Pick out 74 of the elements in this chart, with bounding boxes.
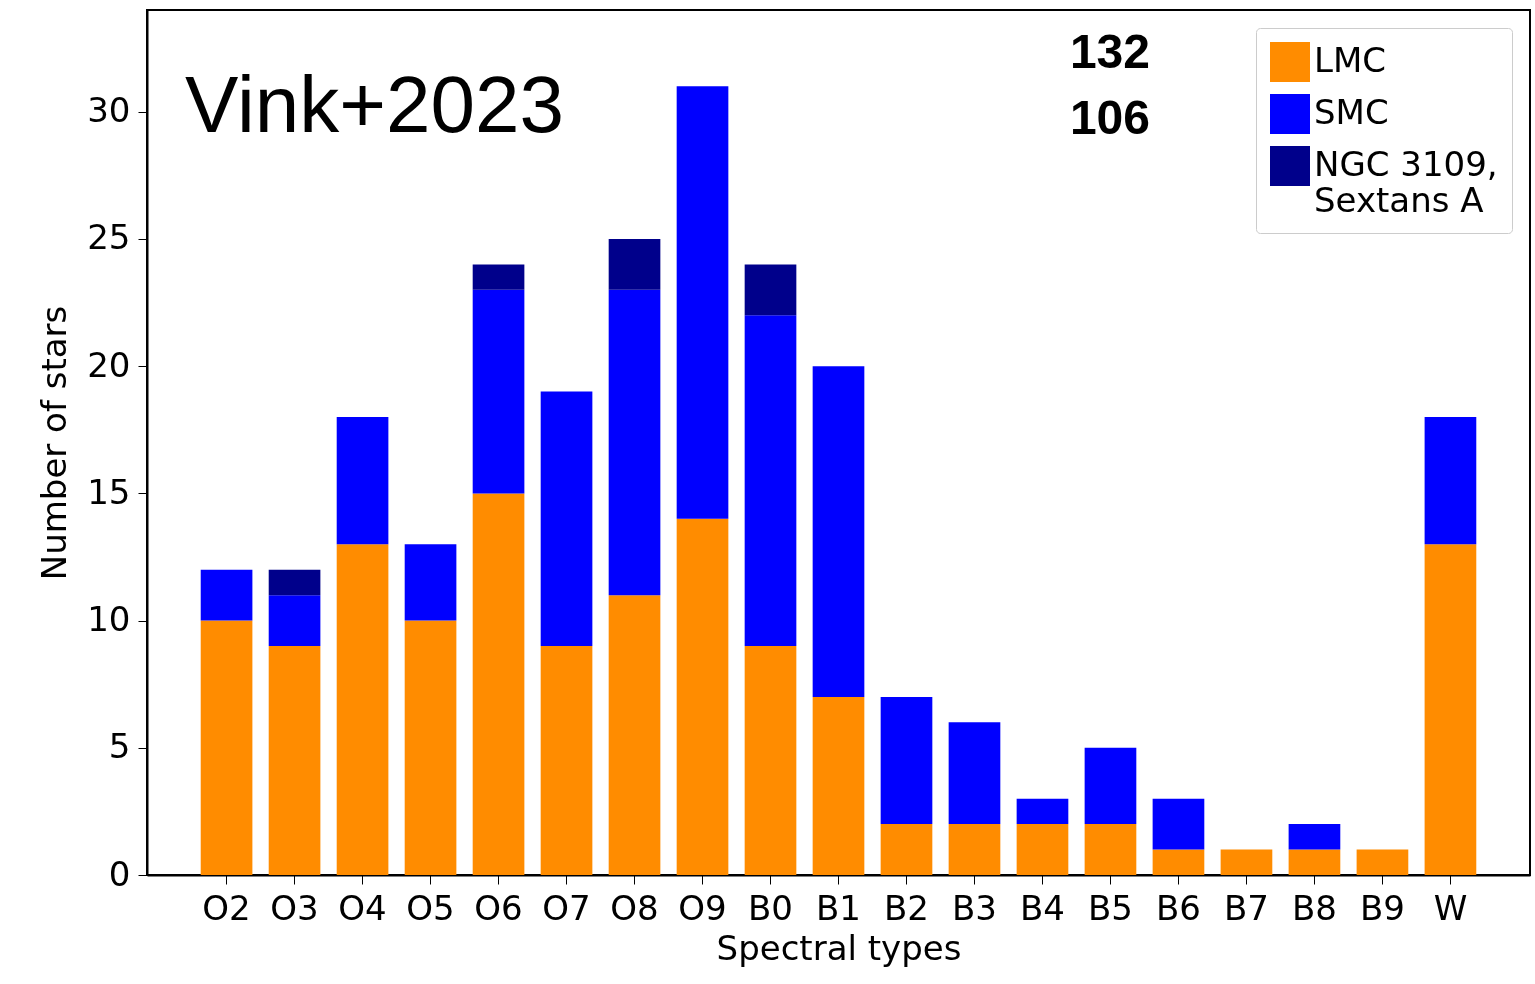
- bar: [268, 595, 321, 647]
- bar: [200, 569, 253, 621]
- bar: [540, 391, 593, 647]
- x-tick-label: B8: [1291, 887, 1337, 928]
- bar: [1084, 747, 1137, 825]
- bar: [1220, 849, 1273, 875]
- bar: [1356, 849, 1409, 875]
- y-tick-label: 30: [87, 90, 131, 131]
- bar: [1016, 798, 1069, 825]
- bar: [268, 569, 321, 596]
- legend-label: SMC: [1314, 92, 1389, 132]
- annotation: 132: [1069, 25, 1150, 78]
- bar: [608, 289, 661, 596]
- bar: [200, 620, 253, 875]
- x-tick-label: B0: [748, 887, 793, 928]
- y-axis-title: Number of stars: [34, 305, 75, 581]
- x-tick-label: O2: [202, 887, 251, 928]
- bar: [268, 646, 321, 875]
- bar: [1152, 798, 1205, 850]
- x-tick-label: O6: [474, 887, 523, 928]
- bar: [812, 366, 865, 697]
- x-tick-label: B1: [816, 887, 861, 928]
- y-tick-label: 20: [87, 344, 131, 385]
- bar: [744, 646, 797, 875]
- bar: [1084, 824, 1137, 875]
- x-tick-label: B9: [1359, 887, 1405, 928]
- bar: [608, 238, 661, 290]
- y-tick-label: 10: [87, 599, 131, 640]
- x-tick-label: O7: [542, 887, 591, 928]
- x-tick-label: O5: [406, 887, 455, 928]
- x-tick-label: B7: [1223, 887, 1269, 928]
- bar: [948, 824, 1001, 875]
- bar: [404, 544, 457, 621]
- bar: [472, 264, 525, 290]
- bar: [948, 722, 1001, 825]
- x-tick-label: O9: [678, 887, 727, 928]
- bar: [1016, 824, 1069, 875]
- bar: [1288, 849, 1341, 875]
- x-tick-label: B6: [1155, 887, 1201, 928]
- x-tick-label: W: [1433, 887, 1468, 928]
- annotation: 106: [1069, 91, 1150, 144]
- bar: [336, 544, 389, 875]
- x-tick-label: B2: [884, 887, 929, 928]
- bar: [1424, 544, 1477, 875]
- bar: [744, 315, 797, 647]
- bar: [812, 696, 865, 875]
- bar: [540, 646, 593, 875]
- bar: [608, 595, 661, 875]
- bar: [1424, 417, 1477, 545]
- bar: [676, 86, 729, 519]
- bar: [472, 289, 525, 494]
- x-tick-label: B4: [1020, 887, 1065, 928]
- bar: [404, 620, 457, 875]
- bar: [336, 417, 389, 545]
- bar: [676, 518, 729, 875]
- bar: [472, 493, 525, 875]
- y-tick-label: 25: [87, 217, 131, 258]
- bar: [880, 824, 933, 875]
- x-axis-title: Spectral types: [716, 927, 962, 968]
- bar: [1288, 824, 1341, 850]
- y-tick-label: 15: [87, 471, 131, 512]
- y-tick-label: 5: [108, 726, 131, 767]
- x-tick-label: B5: [1087, 887, 1133, 928]
- x-tick-label: O3: [270, 887, 319, 928]
- bar: [1152, 849, 1205, 875]
- bar: [880, 696, 933, 825]
- legend-label: LMC: [1314, 40, 1387, 80]
- x-tick-label: O4: [338, 887, 387, 928]
- y-tick-label: 0: [108, 853, 131, 894]
- annotation: Vink+2023: [185, 60, 564, 149]
- legend-label: NGC 3109, Sextans A: [1314, 144, 1498, 220]
- x-tick-label: O8: [610, 887, 659, 928]
- bar: [744, 264, 797, 316]
- x-tick-label: B3: [952, 887, 997, 928]
